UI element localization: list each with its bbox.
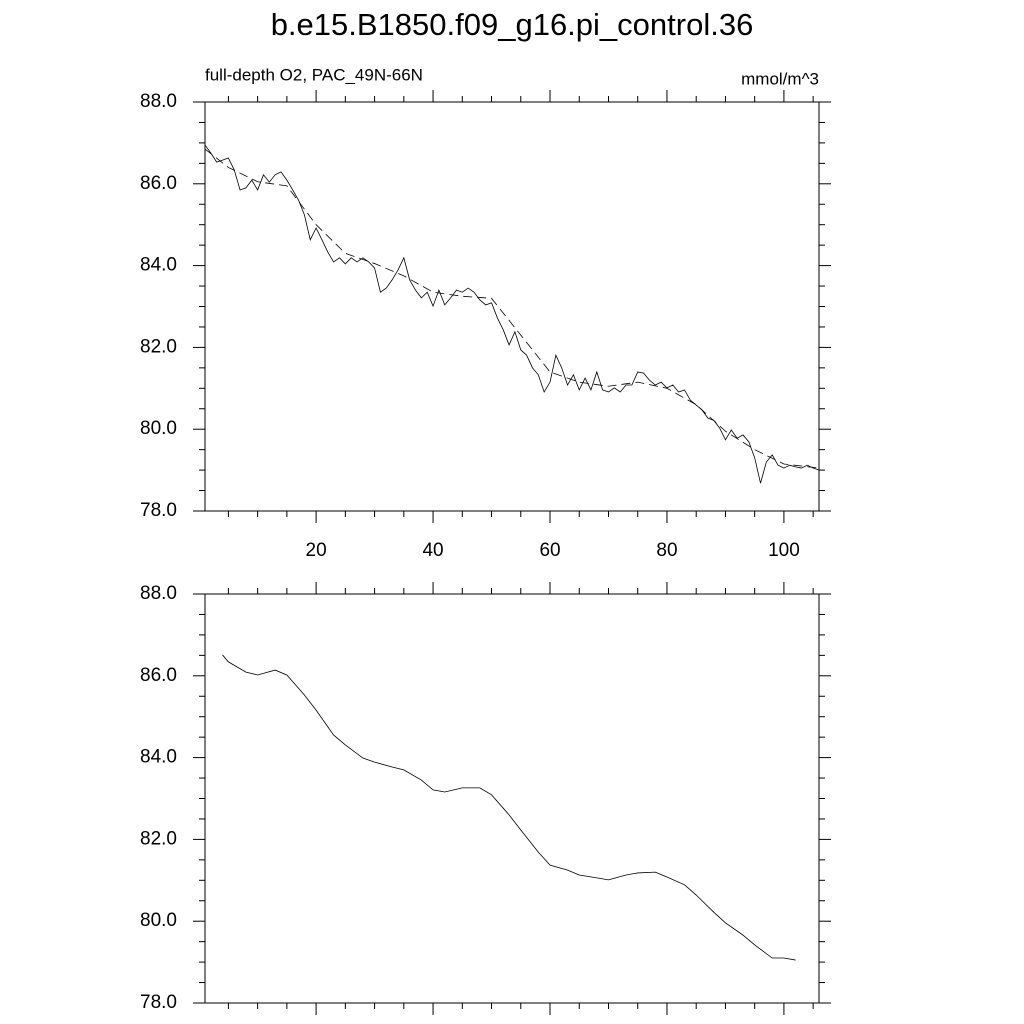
y-tick-label: 84.0 xyxy=(140,747,177,768)
y-tick-label: 86.0 xyxy=(140,665,177,686)
y-tick-label: 82.0 xyxy=(140,336,177,357)
y-tick-label: 86.0 xyxy=(140,173,177,194)
x-tick-label: 60 xyxy=(539,540,560,561)
plot-frame xyxy=(204,593,820,1004)
page-title: b.e15.B1850.f09_g16.pi_control.36 xyxy=(271,7,754,42)
y-tick-label: 78.0 xyxy=(140,500,177,521)
y-tick-label: 88.0 xyxy=(140,91,177,112)
trend-line xyxy=(204,148,820,469)
data-line xyxy=(222,654,796,961)
y-tick-label: 84.0 xyxy=(140,255,177,276)
y-tick-label: 80.0 xyxy=(140,910,177,931)
x-tick-label: 100 xyxy=(768,540,800,561)
x-tick-label: 20 xyxy=(306,540,327,561)
plot-frame xyxy=(204,101,820,512)
x-tick-label: 80 xyxy=(656,540,677,561)
data-line xyxy=(204,144,820,484)
y-tick-label: 78.0 xyxy=(140,992,177,1013)
right-string: mmol/m^3 xyxy=(741,69,819,88)
y-tick-label: 88.0 xyxy=(140,583,177,604)
left-string: full-depth O2, PAC_49N-66N xyxy=(205,65,423,84)
y-tick-label: 82.0 xyxy=(140,828,177,849)
x-tick-label: 40 xyxy=(422,540,443,561)
y-tick-label: 80.0 xyxy=(140,418,177,439)
